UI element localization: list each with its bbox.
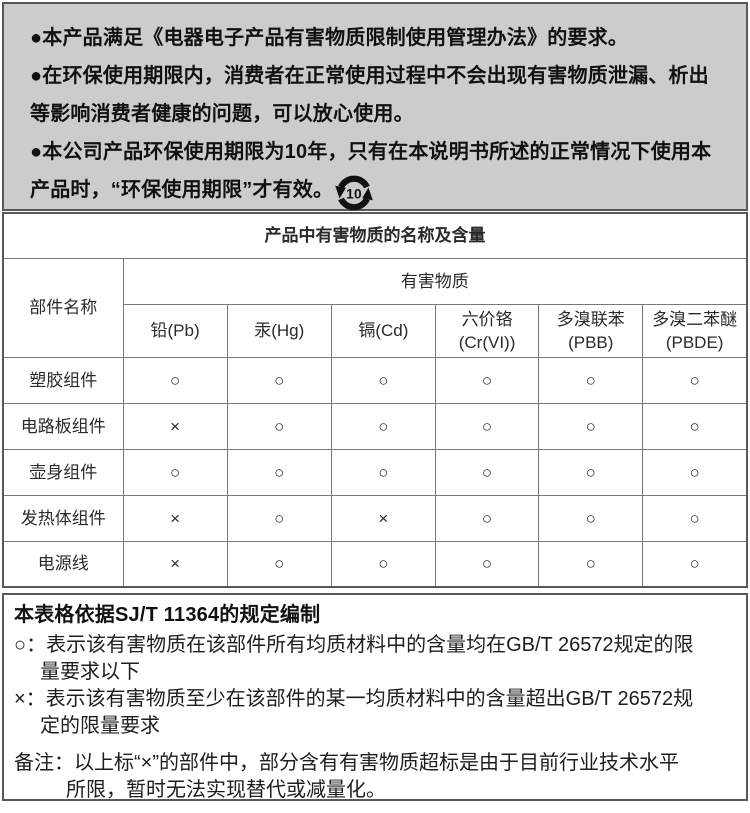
component-name: 壶身组件 [2, 448, 124, 496]
epup-ring-bottom-arc [338, 197, 370, 211]
column-header-mercury: 汞(Hg) [226, 303, 332, 358]
epup-years-label: 10 [346, 186, 362, 201]
substance-mark: ○ [226, 402, 332, 450]
substance-mark: ○ [434, 356, 540, 404]
notes-basis-line: 本表格依据SJ/T 11364的规定编制 [14, 604, 321, 626]
table-title: 产品中有害物质的名称及含量 [2, 212, 748, 259]
substance-mark: × [122, 402, 228, 450]
substance-mark: ○ [642, 402, 748, 450]
hazardous-substances-table: 产品中有害物质的名称及含量 部件名称 有害物质 铅(Pb) 汞(Hg) 镉(Cd… [2, 212, 748, 588]
substance-mark: ○ [538, 448, 644, 496]
notice-bullet-epup-text: ●本公司产品环保使用期限为10年，只有在本说明书所述的正常情况下使用本 产品时，… [30, 141, 712, 201]
table-row-kettle-body: 壶身组件 ○ ○ ○ ○ ○ ○ [2, 448, 748, 496]
table-row-plastic-parts: 塑胶组件 ○ ○ ○ ○ ○ ○ [2, 356, 748, 404]
substance-mark: ○ [434, 540, 540, 588]
substance-mark: ○ [226, 356, 332, 404]
notice-bullet-safe-use: ●在环保使用期限内，消费者在正常使用过程中不会出现有害物质泄漏、析出 等影响消费… [30, 65, 709, 125]
component-name: 电路板组件 [2, 402, 124, 450]
substance-mark: ○ [330, 356, 436, 404]
substance-mark: ○ [330, 402, 436, 450]
substance-mark: ○ [538, 540, 644, 588]
epup-right-arrowhead [362, 187, 374, 201]
substance-mark: ○ [226, 494, 332, 542]
column-header-component-name: 部件名称 [2, 257, 124, 358]
substance-mark: ○ [330, 448, 436, 496]
substance-mark: ○ [538, 356, 644, 404]
substance-mark: ○ [642, 494, 748, 542]
substance-mark: ○ [122, 448, 228, 496]
notes-box: 本表格依据SJ/T 11364的规定编制 ○：表示该有害物质在该部件所有均质材料… [2, 593, 748, 801]
notes-remark: 备注：以上标“×”的部件中，部分含有有害物质超标是由于目前行业技术水平 所限，暂… [14, 752, 679, 801]
notes-cross-legend: ×：表示该有害物质至少在该部件的某一均质材料中的含量超出GB/T 26572规 … [14, 688, 694, 737]
table-row-power-cord: 电源线 × ○ ○ ○ ○ ○ [2, 540, 748, 588]
substance-mark: ○ [538, 494, 644, 542]
table-column-header-row: 铅(Pb) 汞(Hg) 镉(Cd) 六价铬 (Cr(VI)) 多溴联苯 (PBB… [3, 303, 748, 358]
component-name: 发热体组件 [2, 494, 124, 542]
substance-mark: × [330, 494, 436, 542]
notice-bullet-epup: ●本公司产品环保使用期限为10年，只有在本说明书所述的正常情况下使用本 产品时，… [30, 133, 724, 211]
table-group-header-row: 部件名称 有害物质 [2, 257, 748, 358]
epup-10-icon: 10 [335, 175, 374, 211]
notice-bullet-compliance: ●本产品满足《电器电子产品有害物质限制使用管理办法》的要求。 [30, 27, 629, 49]
substance-mark: ○ [538, 402, 644, 450]
substance-mark: ○ [226, 540, 332, 588]
epup-left-arrowhead [335, 185, 347, 199]
substance-mark: ○ [226, 448, 332, 496]
component-name: 塑胶组件 [2, 356, 124, 404]
eco-notice-box: ●本产品满足《电器电子产品有害物质限制使用管理办法》的要求。 ●在环保使用期限内… [2, 2, 748, 211]
table-title-row: 产品中有害物质的名称及含量 [2, 212, 748, 259]
notes-circle-legend: ○：表示该有害物质在该部件所有均质材料中的含量均在GB/T 26572规定的限 … [14, 634, 694, 683]
substance-mark: ○ [330, 540, 436, 588]
column-header-hexavalent-chromium: 六价铬 (Cr(VI)) [434, 303, 540, 358]
column-header-pbb: 多溴联苯 (PBB) [538, 303, 644, 358]
substance-mark: × [122, 540, 228, 588]
column-header-cadmium: 镉(Cd) [330, 303, 436, 358]
substance-mark: × [122, 494, 228, 542]
table-row-circuit-board: 电路板组件 × ○ ○ ○ ○ ○ [2, 402, 748, 450]
substance-mark: ○ [434, 402, 540, 450]
table-row-heating-element: 发热体组件 × ○ × ○ ○ ○ [2, 494, 748, 542]
component-name: 电源线 [2, 540, 124, 588]
substance-mark: ○ [122, 356, 228, 404]
substance-mark: ○ [642, 448, 748, 496]
column-header-pbde: 多溴二苯醚 (PBDE) [642, 303, 748, 358]
column-group-header-substances: 有害物质 [122, 257, 748, 305]
substance-mark: ○ [434, 448, 540, 496]
substance-mark: ○ [434, 494, 540, 542]
substance-mark: ○ [642, 540, 748, 588]
substance-mark: ○ [642, 356, 748, 404]
epup-ring-top-arc [338, 175, 370, 189]
column-header-lead: 铅(Pb) [122, 303, 228, 358]
